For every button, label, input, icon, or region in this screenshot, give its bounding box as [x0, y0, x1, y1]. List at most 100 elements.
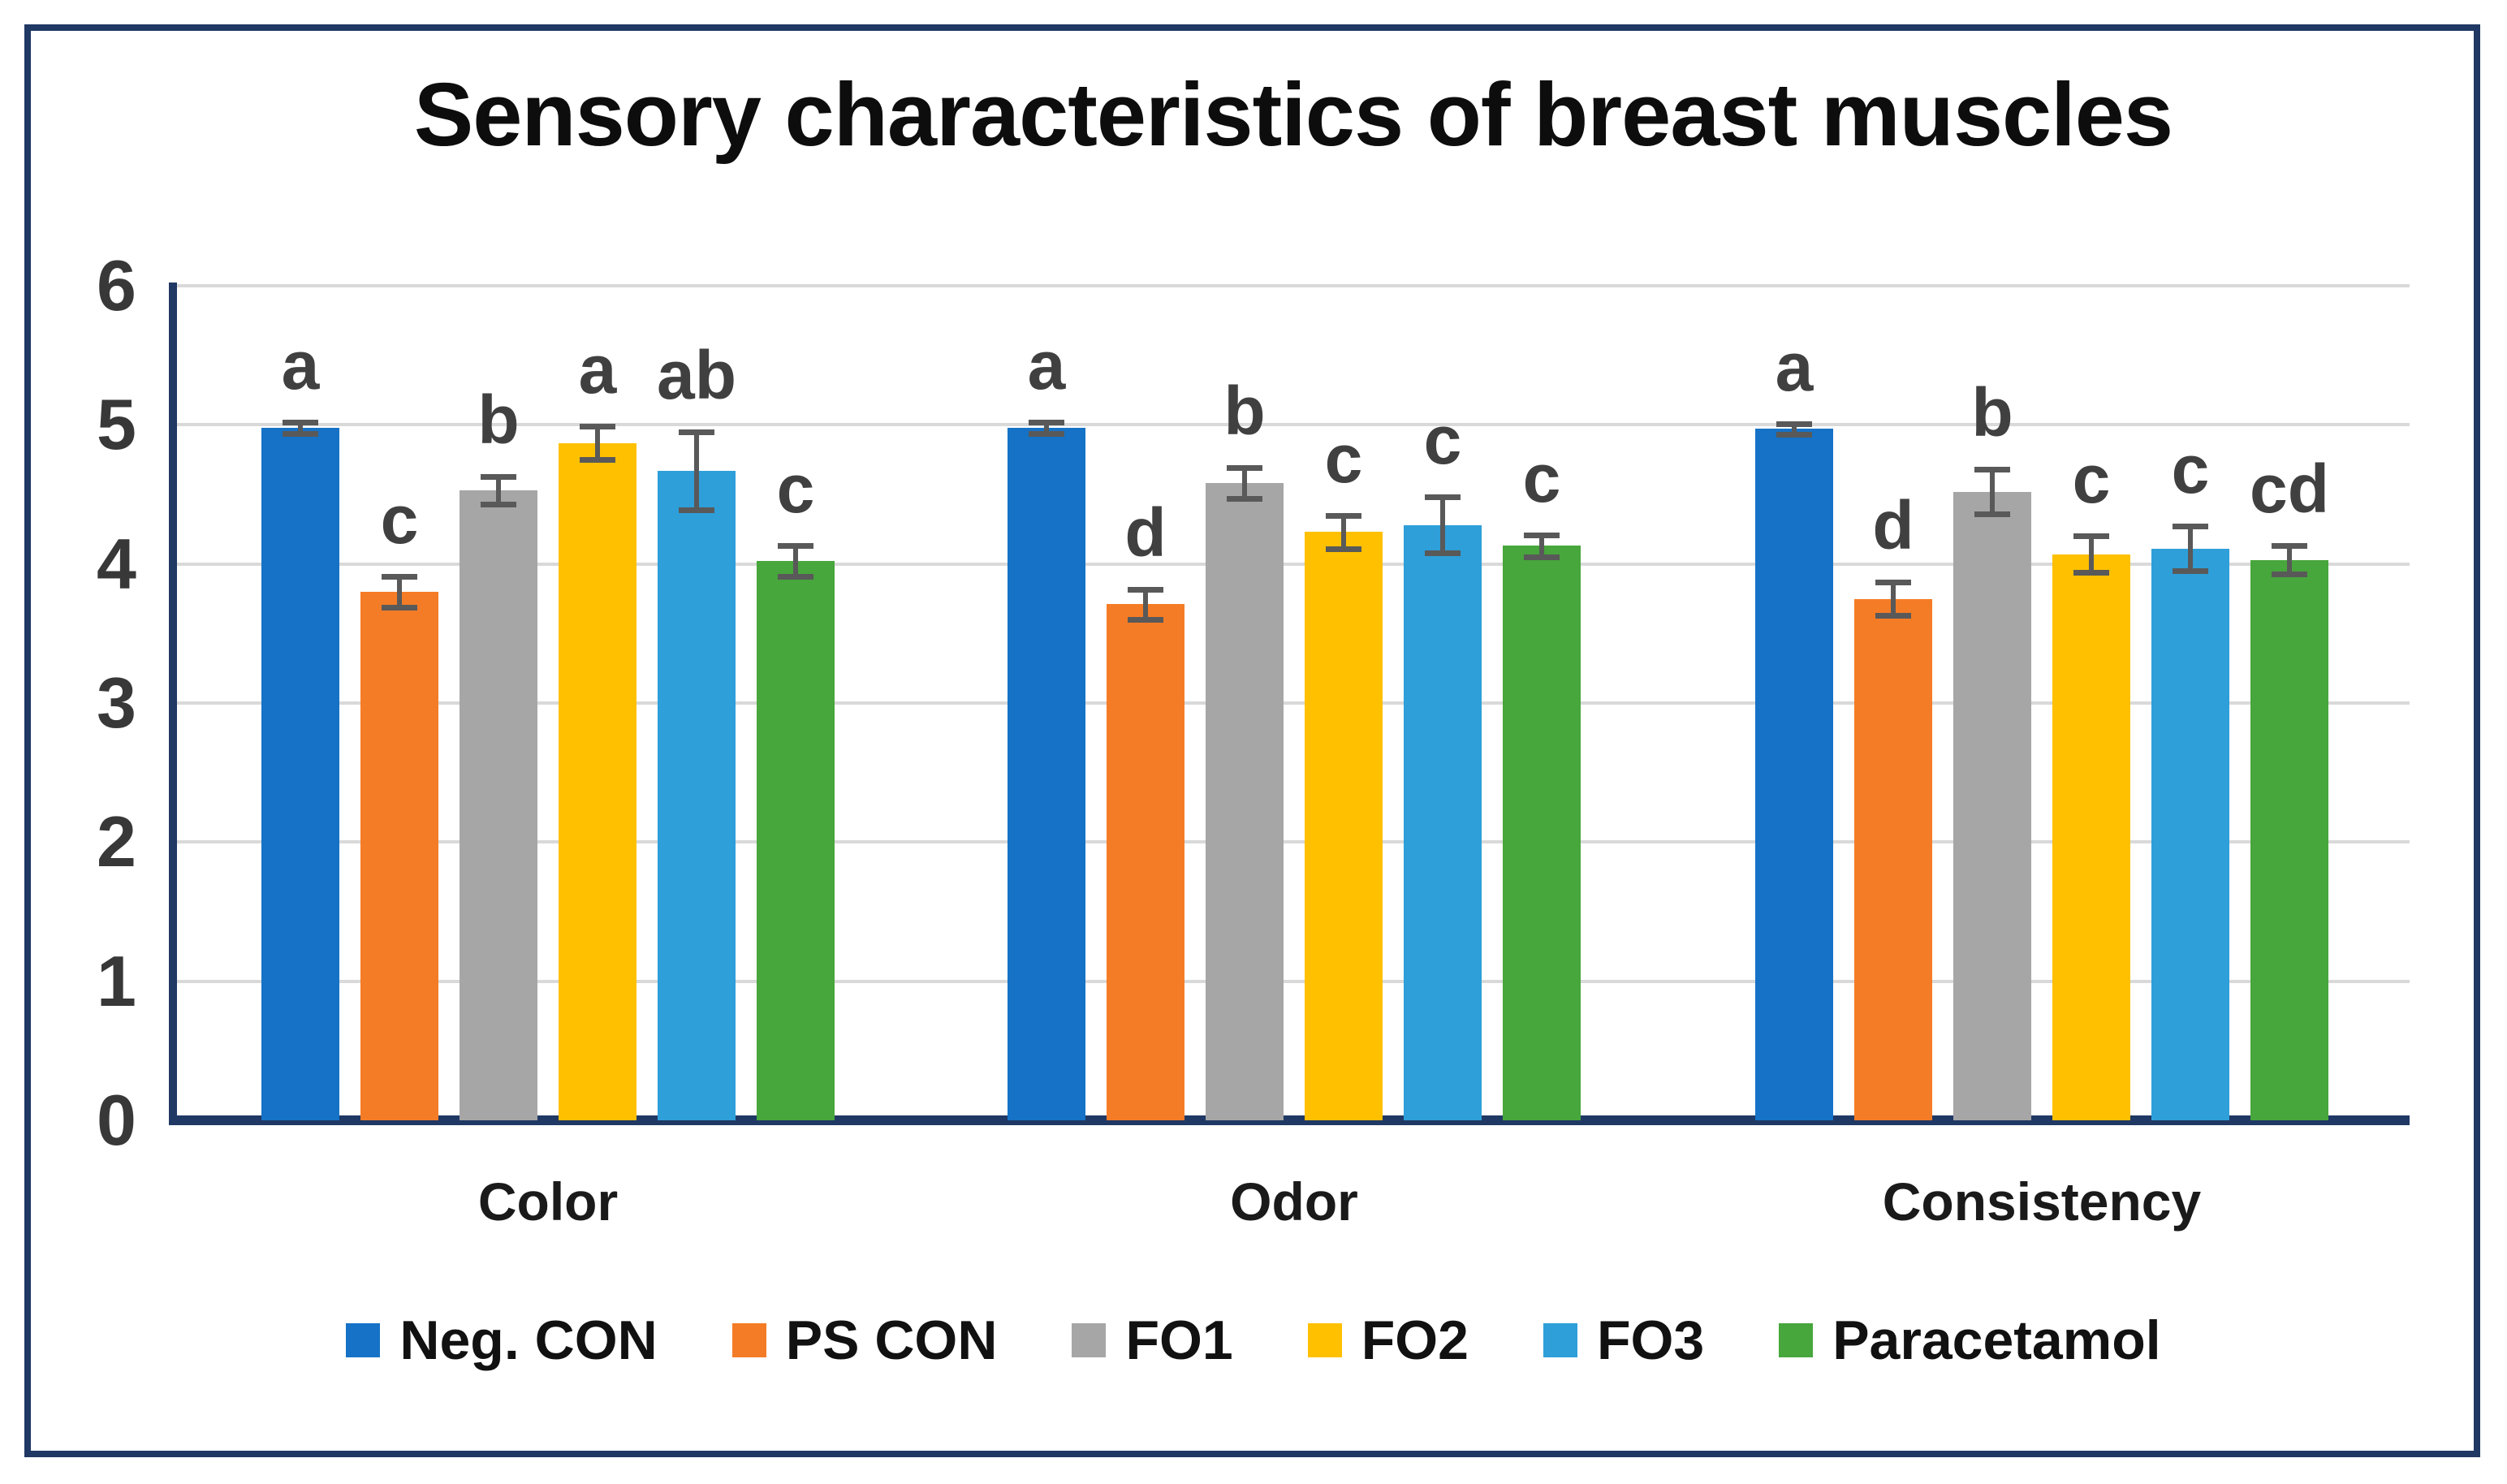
legend-label: Neg. CON — [399, 1309, 658, 1371]
bar-odor-fo1 — [1206, 483, 1284, 1120]
bar-odor-ps-con — [1107, 604, 1184, 1120]
legend: Neg. CON PS CON FO1 FO2 FO3 Paracetamol — [0, 1309, 2507, 1372]
significance-letter: a — [578, 331, 617, 408]
error-bar-cap-bottom — [1524, 554, 1560, 561]
error-bar-cap-bottom — [1029, 430, 1064, 437]
significance-letter: c — [1423, 402, 1462, 479]
legend-item-fo1: FO1 — [1072, 1309, 1233, 1372]
gridline-4 — [177, 562, 2410, 566]
significance-letter: ab — [656, 336, 737, 413]
legend-item-ps-con: PS CON — [731, 1309, 998, 1372]
figure-border — [24, 24, 2480, 1457]
error-bar-cap-top — [1875, 579, 1911, 585]
y-tick-label-1: 1 — [97, 940, 136, 1021]
error-bar-cap-bottom — [1776, 432, 1812, 438]
error-bar-stem — [1990, 469, 1995, 514]
gridline-5 — [177, 423, 2410, 427]
gridline-3 — [177, 701, 2410, 705]
bar-consistency-fo1 — [1953, 491, 2031, 1120]
bar-color-fo1 — [460, 490, 537, 1120]
legend-label: FO2 — [1361, 1309, 1469, 1371]
gridline-2 — [177, 840, 2410, 844]
error-bar-stem — [2089, 536, 2094, 572]
error-bar-cap-top — [283, 419, 318, 425]
error-bar-cap-top — [2272, 543, 2307, 550]
error-bar-cap-top — [778, 543, 813, 550]
error-bar-stem — [1143, 589, 1148, 620]
error-bar-stem — [1539, 534, 1544, 558]
bar-odor-neg-con — [1008, 427, 1085, 1120]
bar-consistency-neg-con — [1755, 429, 1833, 1120]
bar-color-neg-con — [261, 427, 339, 1120]
error-bar-cap-bottom — [1875, 613, 1911, 619]
bar-color-paracetamol — [757, 561, 835, 1120]
error-bar-stem — [1341, 515, 1346, 549]
error-bar-cap-top — [1029, 419, 1064, 425]
error-bar-stem — [595, 426, 600, 460]
significance-letter: c — [776, 451, 815, 528]
legend-item-fo2: FO2 — [1307, 1309, 1469, 1372]
bar-color-fo3 — [658, 470, 736, 1120]
error-bar-stem — [496, 476, 501, 504]
significance-letter: c — [380, 481, 419, 559]
significance-letter: c — [1324, 420, 1363, 497]
error-bar-stem — [1891, 581, 1896, 616]
error-bar-cap-top — [1776, 421, 1812, 427]
significance-letter: a — [281, 326, 320, 403]
bar-color-ps-con — [360, 591, 438, 1120]
x-category-label-consistency: Consistency — [1882, 1171, 2202, 1232]
significance-letter: b — [1971, 374, 2013, 451]
significance-letter: a — [1027, 326, 1066, 403]
significance-letter: b — [477, 381, 520, 458]
error-bar-cap-top — [1524, 532, 1560, 538]
y-tick-label-0: 0 — [97, 1080, 136, 1160]
error-bar-cap-bottom — [1326, 546, 1361, 552]
error-bar-cap-top — [1974, 467, 2010, 473]
significance-letter: c — [1522, 439, 1561, 516]
significance-letter: cd — [2249, 451, 2330, 528]
x-category-label-odor: Odor — [1230, 1171, 1358, 1232]
y-tick-label-4: 4 — [97, 523, 136, 604]
bar-consistency-ps-con — [1854, 598, 1932, 1120]
error-bar-stem — [1242, 468, 1247, 499]
significance-letter: d — [1124, 494, 1167, 571]
legend-label: Paracetamol — [1832, 1309, 2161, 1371]
error-bar-cap-top — [1425, 494, 1461, 501]
error-bar-cap-top — [2073, 533, 2109, 540]
chart-title: Sensory characteristics of breast muscle… — [413, 65, 2173, 165]
y-tick-label-5: 5 — [97, 384, 136, 465]
error-bar-cap-bottom — [2173, 568, 2208, 575]
legend-label: PS CON — [785, 1309, 998, 1371]
bar-odor-fo3 — [1404, 524, 1482, 1120]
legend-swatch-icon — [731, 1323, 766, 1357]
bar-consistency-fo2 — [2052, 554, 2130, 1120]
legend-item-neg-con: Neg. CON — [346, 1309, 658, 1372]
error-bar-cap-bottom — [2073, 569, 2109, 576]
legend-swatch-icon — [1779, 1323, 1814, 1357]
error-bar-stem — [694, 431, 699, 510]
error-bar-cap-top — [2173, 524, 2208, 530]
error-bar-stem — [793, 546, 798, 577]
legend-swatch-icon — [346, 1323, 381, 1357]
error-bar-cap-bottom — [1227, 496, 1262, 503]
legend-swatch-icon — [1543, 1323, 1577, 1357]
error-bar-cap-bottom — [580, 457, 615, 464]
gridline-1 — [177, 979, 2410, 983]
error-bar-cap-top — [679, 429, 714, 435]
error-bar-cap-bottom — [1974, 511, 2010, 517]
gridline-6 — [177, 284, 2410, 287]
bar-consistency-paracetamol — [2250, 559, 2328, 1120]
error-bar-stem — [397, 576, 402, 607]
y-tick-label-3: 3 — [97, 662, 136, 743]
error-bar-cap-top — [580, 424, 615, 430]
error-bar-cap-bottom — [1128, 617, 1163, 623]
error-bar-stem — [1792, 423, 1797, 435]
error-bar-cap-bottom — [382, 604, 417, 610]
bar-color-fo2 — [559, 442, 636, 1120]
error-bar-stem — [298, 421, 303, 434]
error-bar-cap-bottom — [679, 507, 714, 513]
error-bar-cap-top — [1227, 465, 1262, 472]
bar-odor-paracetamol — [1503, 546, 1581, 1120]
significance-letter: c — [2072, 441, 2111, 518]
